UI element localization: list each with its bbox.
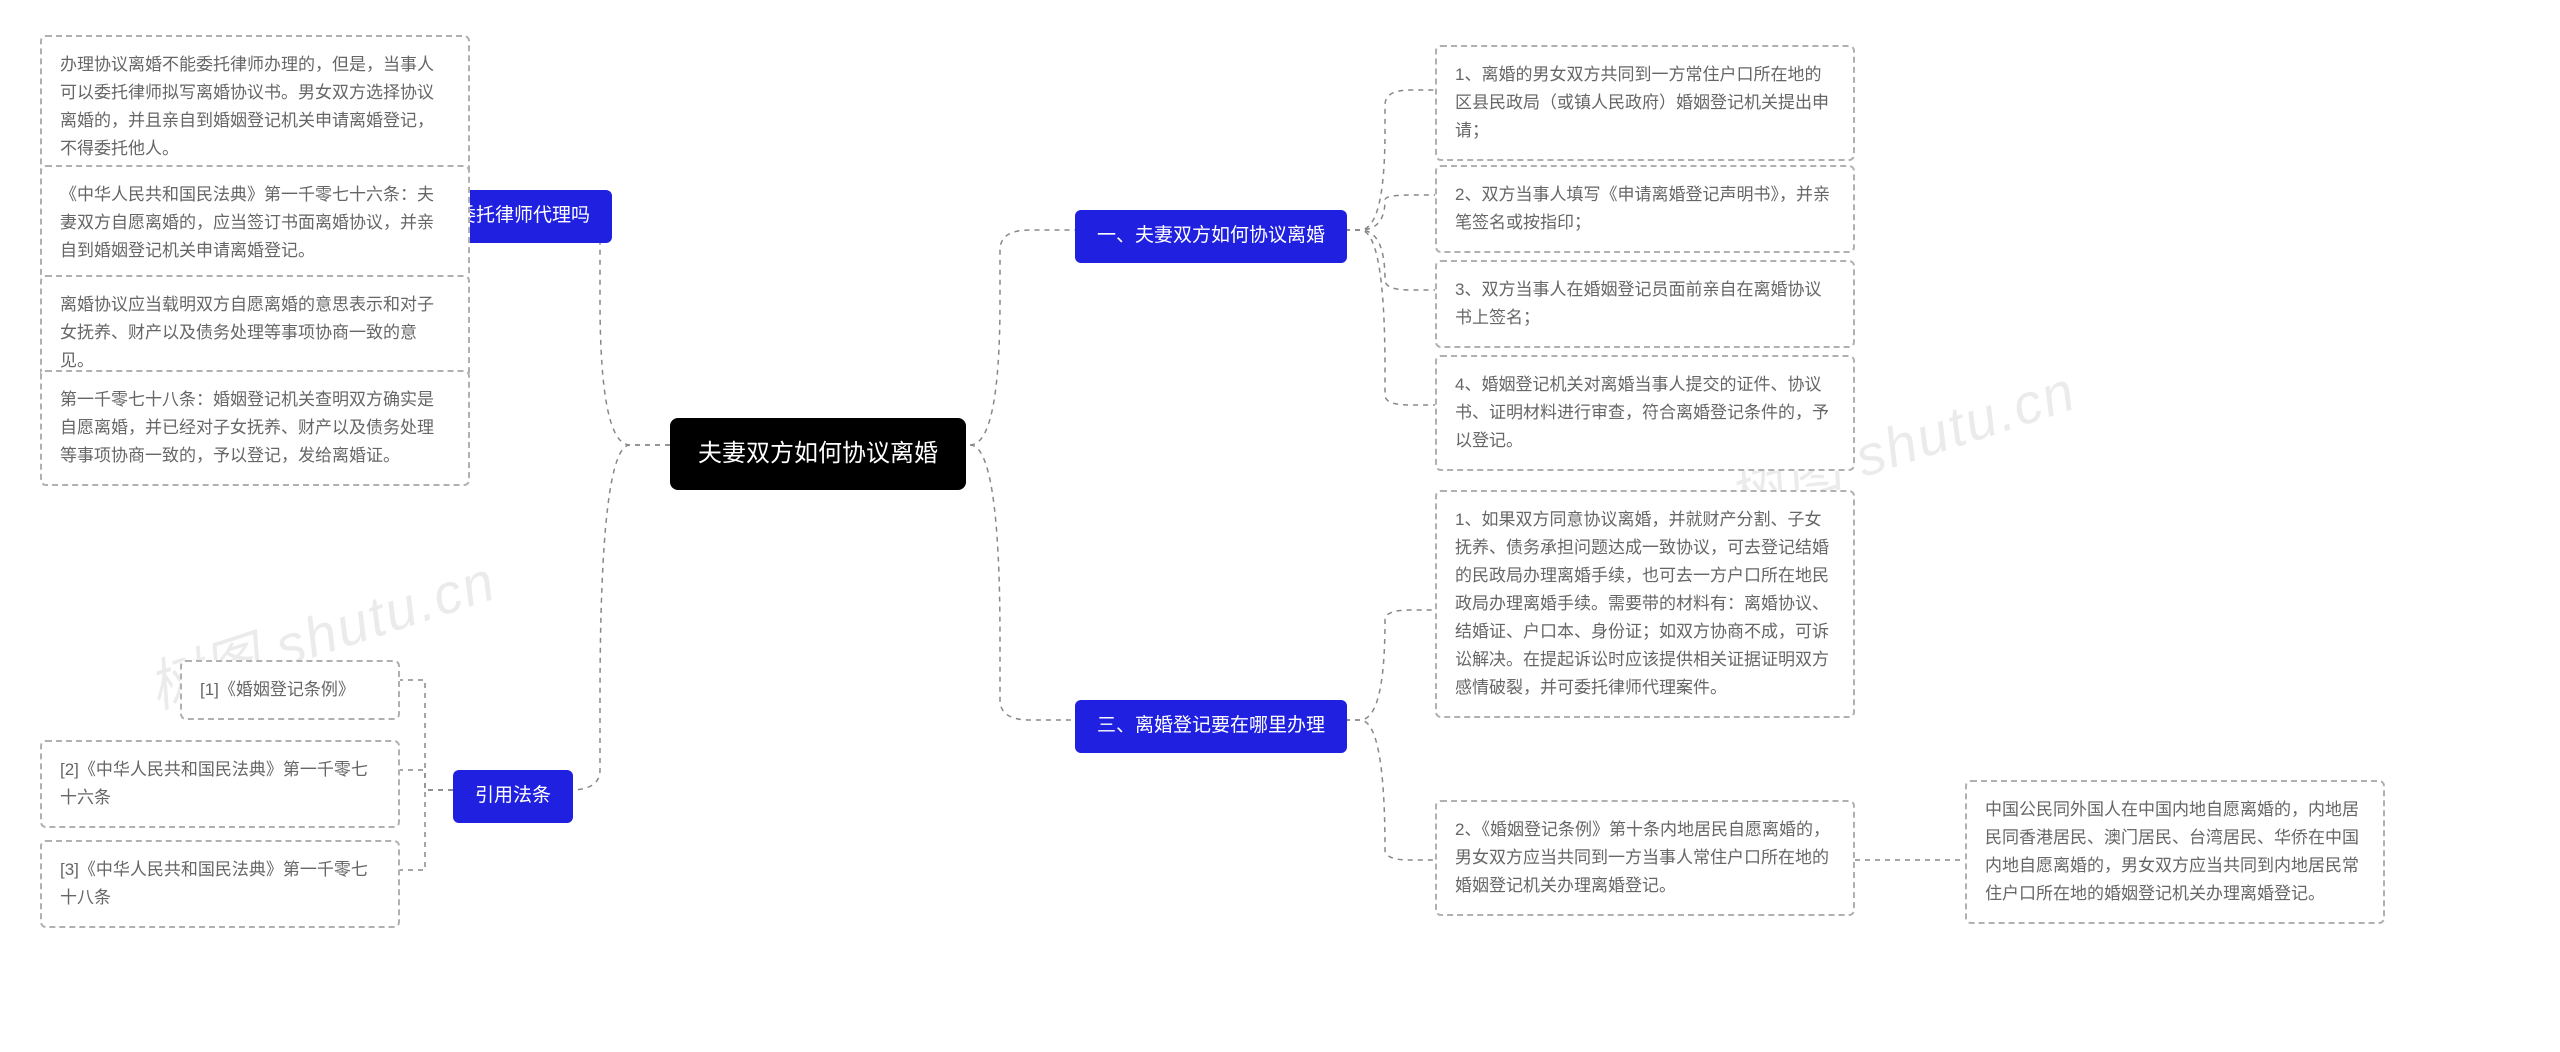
leaf-3-2: 2、《婚姻登记条例》第十条内地居民自愿离婚的，男女双方应当共同到一方当事人常住户… xyxy=(1435,800,1855,916)
branch-4: 引用法条 xyxy=(453,770,573,823)
branch-3: 三、离婚登记要在哪里办理 xyxy=(1075,700,1347,753)
leaf-4-3: [3]《中华人民共和国民法典》第一千零七十八条 xyxy=(40,840,400,928)
leaf-1-3: 3、双方当事人在婚姻登记员面前亲自在离婚协议书上签名； xyxy=(1435,260,1855,348)
leaf-4-1: [1]《婚姻登记条例》 xyxy=(180,660,400,720)
leaf-3-1: 1、如果双方同意协议离婚，并就财产分割、子女抚养、债务承担问题达成一致协议，可去… xyxy=(1435,490,1855,718)
leaf-1-4: 4、婚姻登记机关对离婚当事人提交的证件、协议书、证明材料进行审查，符合离婚登记条… xyxy=(1435,355,1855,471)
leaf-2-1: 办理协议离婚不能委托律师办理的，但是，当事人可以委托律师拟写离婚协议书。男女双方… xyxy=(40,35,470,179)
leaf-3-2-extra: 中国公民同外国人在中国内地自愿离婚的，内地居民同香港居民、澳门居民、台湾居民、华… xyxy=(1965,780,2385,924)
branch-1: 一、夫妻双方如何协议离婚 xyxy=(1075,210,1347,263)
root-node: 夫妻双方如何协议离婚 xyxy=(670,418,966,490)
leaf-4-2: [2]《中华人民共和国民法典》第一千零七十六条 xyxy=(40,740,400,828)
leaf-1-2: 2、双方当事人填写《申请离婚登记声明书》，并亲笔签名或按指印； xyxy=(1435,165,1855,253)
leaf-2-2: 《中华人民共和国民法典》第一千零七十六条：夫妻双方自愿离婚的，应当签订书面离婚协… xyxy=(40,165,470,281)
leaf-1-1: 1、离婚的男女双方共同到一方常住户口所在地的区县民政局（或镇人民政府）婚姻登记机… xyxy=(1435,45,1855,161)
leaf-2-4: 第一千零七十八条：婚姻登记机关查明双方确实是自愿离婚，并已经对子女抚养、财产以及… xyxy=(40,370,470,486)
